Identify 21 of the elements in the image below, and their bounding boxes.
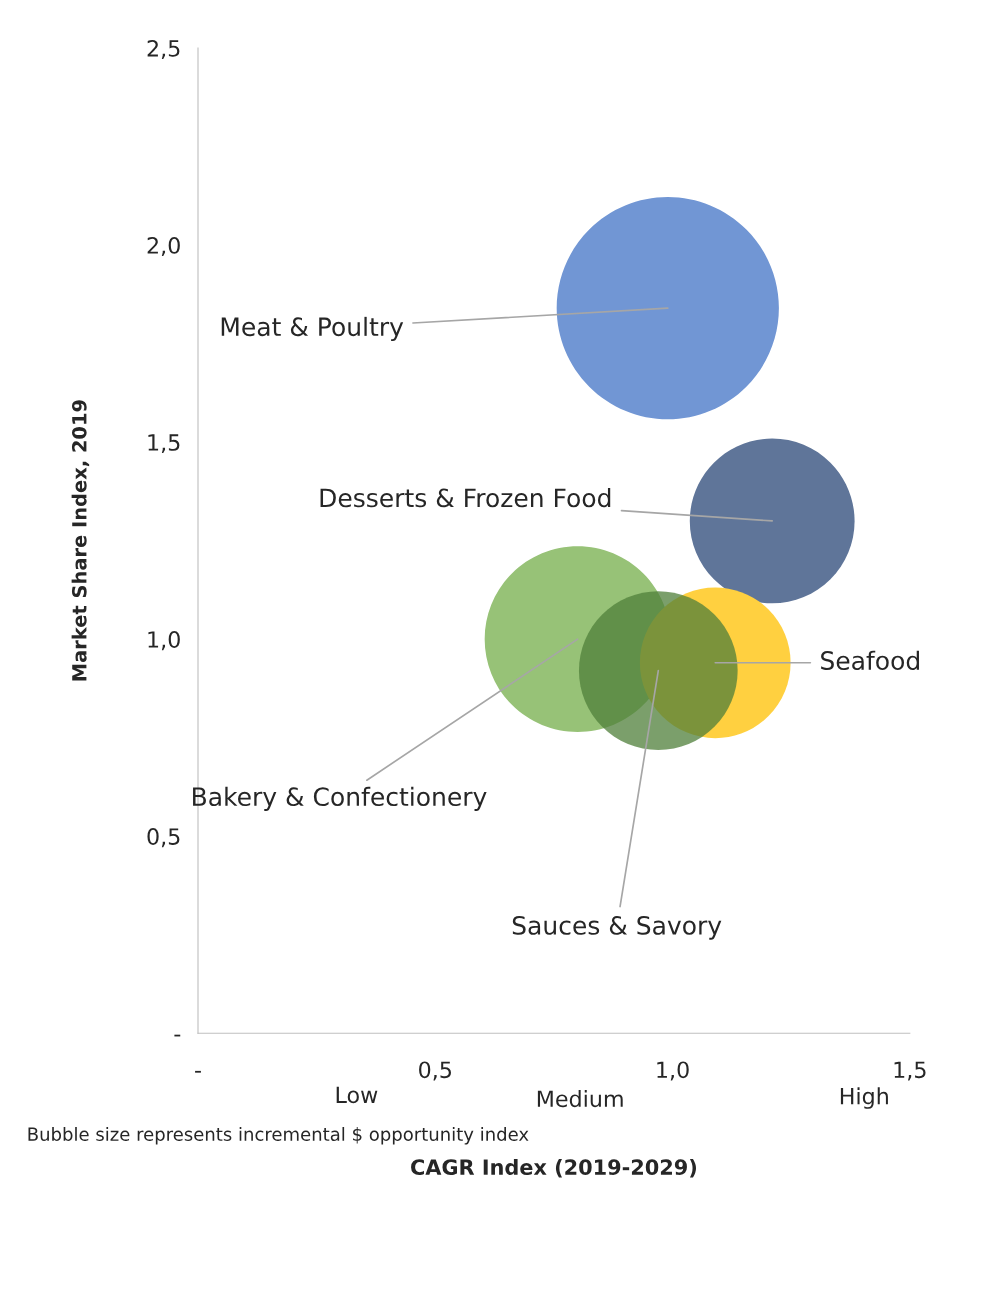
x-tick-label: 1,0 bbox=[657, 1061, 689, 1081]
text: High bbox=[840, 1087, 888, 1109]
y-tick-label: 2,5 bbox=[147, 39, 180, 60]
y-tick-label: 1,5 bbox=[148, 434, 180, 454]
x-axis-title: CAGR Index (2019-2029) bbox=[411, 1158, 697, 1178]
y-tick-label: - bbox=[174, 1034, 181, 1037]
y-axis-title: Market Share Index, 2019 bbox=[71, 400, 90, 681]
series-label: Seafood bbox=[821, 650, 919, 671]
text: Low bbox=[336, 1086, 378, 1104]
text: Desserts & Frozen Food bbox=[320, 487, 611, 508]
y-tick-label: 1,0 bbox=[148, 631, 180, 651]
text: Medium bbox=[537, 1089, 623, 1108]
x-tick-label: 0,5 bbox=[419, 1061, 451, 1081]
y-tick-label: 0,5 bbox=[147, 828, 180, 848]
text: Meat & Poultry bbox=[221, 316, 404, 342]
text: Bakery & Confectionery bbox=[193, 786, 487, 811]
x-tick-label: 1,5 bbox=[894, 1061, 926, 1081]
text: Bubble size represents incremental $ opportunity index bbox=[28, 1127, 529, 1145]
y-tick-label: 2,0 bbox=[147, 237, 180, 257]
x-tick-label: - bbox=[195, 1070, 201, 1073]
text: Sauces & Savory bbox=[512, 915, 722, 940]
